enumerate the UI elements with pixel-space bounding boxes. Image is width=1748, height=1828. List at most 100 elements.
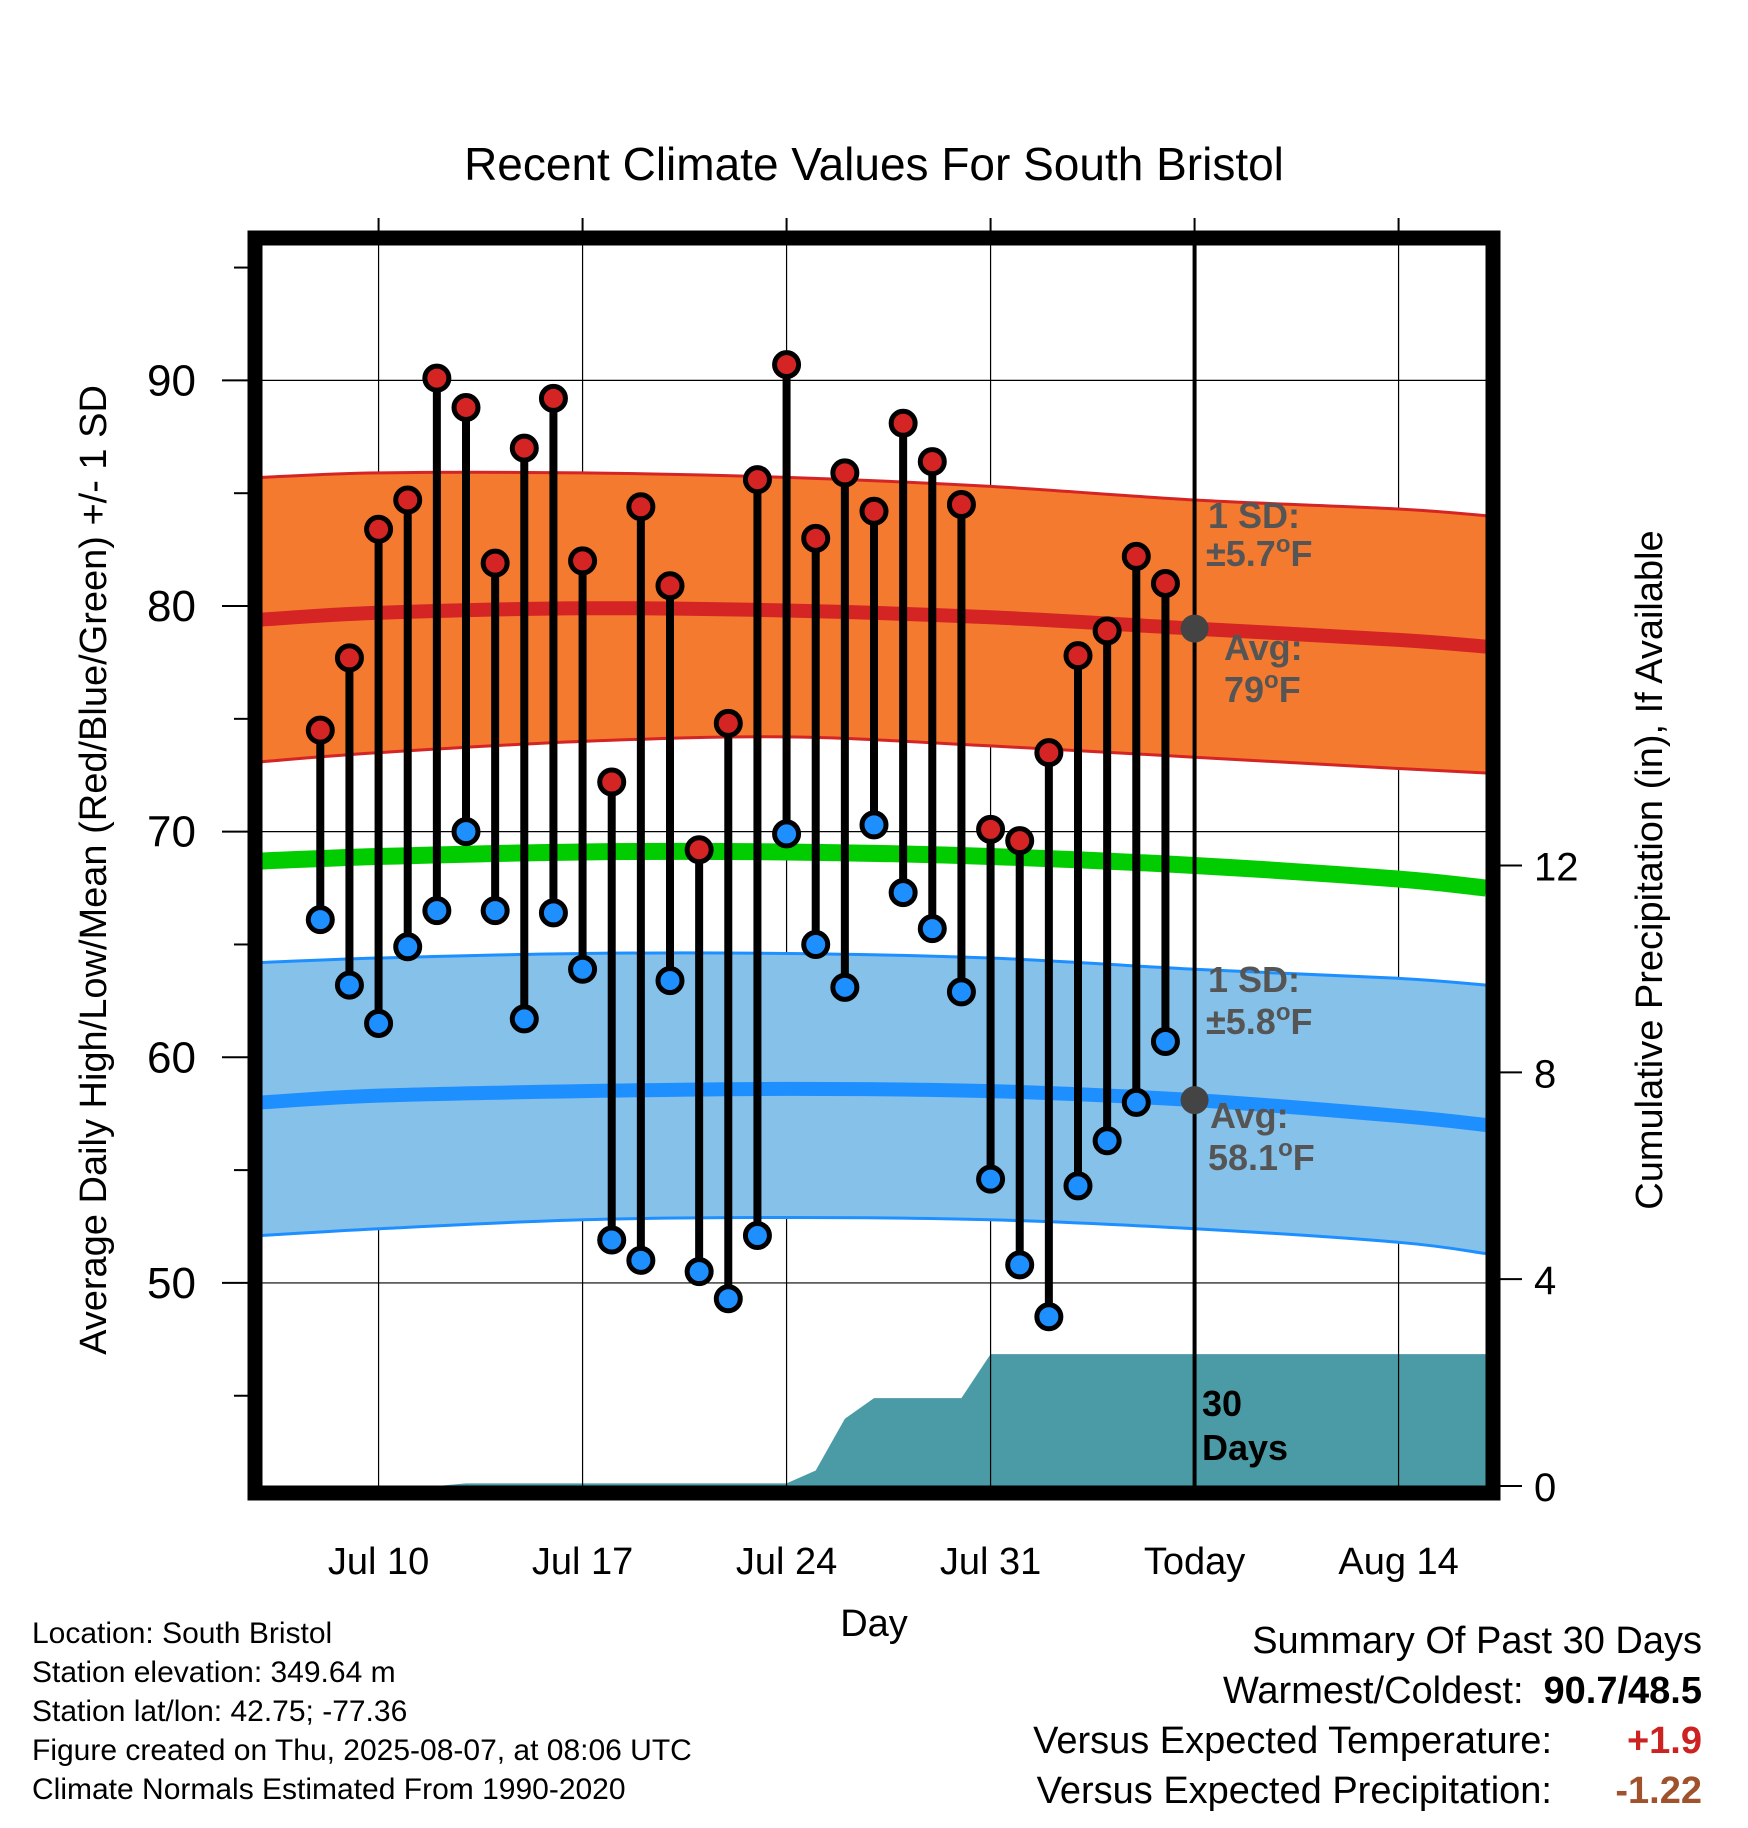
daily-high-point: [830, 458, 860, 488]
daily-high-point: [597, 767, 627, 797]
daily-low-point: [568, 954, 598, 984]
high-sd-value: ±5.7oF: [1206, 531, 1312, 574]
high-sd-value-degree: o: [1276, 531, 1291, 558]
daily-high-point: [888, 408, 918, 438]
daily-high-point: [742, 465, 772, 495]
high-avg-value: 79oF: [1224, 667, 1301, 710]
x-tick-label-2: Jul 24: [736, 1541, 837, 1583]
daily-high-point: [451, 392, 481, 422]
summary-panel: Summary Of Past 30 Days Warmest/Coldest:…: [1033, 1616, 1702, 1816]
high-sd-value-unit: F: [1290, 533, 1312, 574]
daily-low-point: [364, 1008, 394, 1038]
y-tick-label-2: 70: [147, 808, 196, 857]
daily-high-point: [1034, 738, 1064, 768]
y2-tick-label-1: 4: [1534, 1259, 1556, 1303]
daily-high-point: [480, 548, 510, 578]
low-sd-value-degree: o: [1276, 999, 1291, 1026]
daily-low-point: [305, 905, 335, 935]
low-sd-value-number: ±5.8: [1206, 1001, 1276, 1042]
daily-low-point: [976, 1164, 1006, 1194]
precip-departure-row: Versus Expected Precipitation: -1.22: [1033, 1766, 1702, 1816]
daily-high-point: [801, 523, 831, 553]
precip-departure-value: -1.22: [1615, 1770, 1702, 1812]
daily-low-point: [1092, 1126, 1122, 1156]
daily-high-point: [1005, 826, 1035, 856]
warmest-coldest-row: Warmest/Coldest: 90.7/48.5: [1033, 1666, 1702, 1716]
daily-low-point: [626, 1245, 656, 1275]
latlon-text: Station lat/lon: 42.75; -77.36: [32, 1695, 408, 1728]
high-avg-value-unit: F: [1279, 669, 1301, 710]
low-avg-value-degree: o: [1278, 1135, 1293, 1162]
daily-low-point: [1034, 1302, 1064, 1332]
precip-departure-label: Versus Expected Precipitation:: [1036, 1770, 1552, 1812]
daily-high-point: [509, 433, 539, 463]
daily-low-point: [509, 1004, 539, 1034]
x-axis-label: Day: [840, 1603, 908, 1645]
created-text: Figure created on Thu, 2025-08-07, at 08…: [32, 1734, 692, 1767]
daily-low-point: [1005, 1250, 1035, 1280]
location-text: Location: South Bristol: [32, 1617, 333, 1650]
low-avg-value-unit: F: [1293, 1137, 1315, 1178]
daily-high-point: [859, 496, 889, 526]
y2-tick-label-0: 0: [1534, 1466, 1556, 1510]
days-label-number: 30: [1202, 1383, 1242, 1424]
days-label-text: Days: [1202, 1427, 1288, 1468]
high-avg-label: Avg:: [1224, 627, 1303, 668]
daily-low-point: [684, 1257, 714, 1287]
y-tick-label-3: 80: [147, 582, 196, 631]
daily-high-point: [626, 492, 656, 522]
high-avg-line: [261, 601, 1487, 654]
x-tick-label-0: Jul 10: [328, 1541, 429, 1583]
daily-high-point: [305, 715, 335, 745]
daily-low-point: [393, 932, 423, 962]
daily-high-point: [1063, 641, 1093, 671]
low-avg-value-number: 58.1: [1208, 1137, 1278, 1178]
daily-high-point: [917, 447, 947, 477]
y2-tick-label-2: 8: [1534, 1052, 1556, 1096]
x-tick-label-5: Aug 14: [1338, 1541, 1458, 1583]
daily-low-point: [597, 1225, 627, 1255]
high-sd-label: 1 SD:: [1208, 495, 1300, 536]
plot-area: Jul 10 Jul 17 Jul 24 Jul 31 Today Aug 14 50 60 7…: [147, 218, 1579, 1583]
daily-low-point: [1121, 1087, 1151, 1117]
daily-low-point: [1063, 1171, 1093, 1201]
low-avg-label: Avg:: [1210, 1095, 1289, 1136]
y2-tick-label-3: 12: [1534, 846, 1579, 890]
elevation-text: Station elevation: 349.64 m: [32, 1656, 396, 1689]
daily-low-point: [917, 914, 947, 944]
x-tick-label-3: Jul 31: [940, 1541, 1041, 1583]
daily-high-point: [422, 363, 452, 393]
high-sd-lower-line: [261, 735, 1487, 775]
daily-low-point: [830, 972, 860, 1002]
x-tick-label-4: Today: [1144, 1541, 1245, 1583]
normals-text: Climate Normals Estimated From 1990-2020: [32, 1773, 626, 1806]
low-sd-value: ±5.8oF: [1206, 999, 1312, 1042]
today-low-avg-marker: [1180, 1086, 1209, 1115]
daily-high-point: [976, 814, 1006, 844]
daily-high-point: [1121, 541, 1151, 571]
mean-avg-line: [261, 842, 1487, 897]
high-avg-value-number: 79: [1224, 669, 1264, 710]
warmest-coldest-value: 90.7/48.5: [1543, 1670, 1702, 1712]
daily-low-point: [888, 878, 918, 908]
daily-high-point: [713, 708, 743, 738]
low-sd-value-unit: F: [1290, 1001, 1312, 1042]
low-avg-line: [261, 1081, 1487, 1132]
daily-low-point: [1150, 1026, 1180, 1056]
summary-heading: Summary Of Past 30 Days: [1252, 1620, 1702, 1662]
warmest-coldest-label: Warmest/Coldest:: [1222, 1670, 1524, 1712]
daily-low-point: [538, 898, 568, 928]
daily-low-point: [422, 896, 452, 926]
x-tick-label-1: Jul 17: [532, 1541, 633, 1583]
low-sd-upper-line: [261, 951, 1487, 987]
y-tick-label-4: 90: [147, 356, 196, 405]
high-sd-upper-line: [261, 470, 1487, 518]
y-axis-label: Average Daily High/Low/Mean (Red/Blue/Gr…: [73, 385, 115, 1355]
daily-low-point: [859, 810, 889, 840]
daily-low-point: [801, 929, 831, 959]
y-tick-label-0: 50: [147, 1259, 196, 1308]
daily-high-point: [364, 514, 394, 544]
daily-high-point: [1150, 568, 1180, 598]
daily-high-point: [334, 643, 364, 673]
